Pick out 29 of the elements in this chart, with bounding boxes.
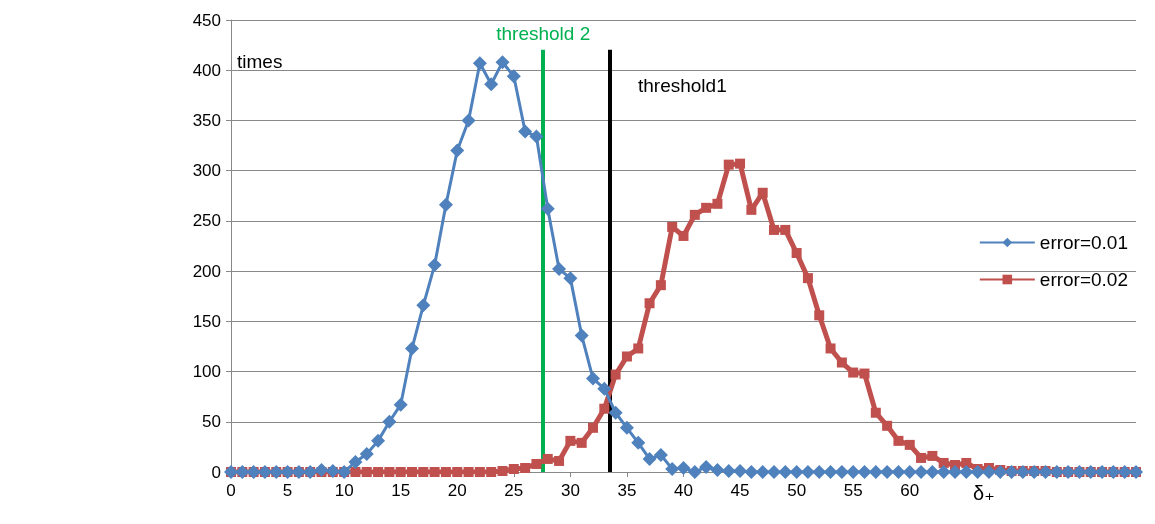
- x-tick-label: 50: [787, 481, 807, 500]
- x-tick-label: 55: [843, 481, 863, 500]
- legend-label: error=0.02: [1039, 269, 1129, 290]
- y-tick-label: 300: [192, 161, 221, 181]
- y-tick-label: 0: [211, 462, 221, 482]
- y-tick-label: 150: [192, 311, 221, 331]
- x-axis-title: δ₊: [973, 482, 995, 504]
- x-tick-label: 25: [504, 481, 524, 500]
- x-tick-label: 35: [617, 481, 637, 500]
- y-tick-label: 400: [192, 60, 221, 80]
- x-tick-label: 0: [226, 481, 236, 500]
- x-tick-label: 40: [674, 481, 693, 500]
- y-tick-label: 50: [202, 412, 221, 432]
- y-axis-title: times: [237, 51, 283, 72]
- y-tick-label: 200: [192, 261, 221, 281]
- x-tick-label: 45: [730, 481, 750, 500]
- ref-line-label: threshold1: [637, 74, 727, 96]
- y-tick-label: 350: [192, 110, 221, 130]
- x-tick-label: 20: [447, 481, 467, 500]
- x-tick-label: 30: [560, 481, 580, 500]
- y-tick-label: 100: [192, 362, 221, 382]
- x-tick-label: 60: [900, 481, 920, 500]
- x-tick-label: 5: [282, 481, 293, 500]
- y-tick-label: 450: [192, 10, 221, 30]
- ref-line-label: threshold 2: [496, 22, 591, 44]
- x-tick-label: 10: [334, 481, 354, 500]
- x-tick-label: 15: [391, 481, 411, 500]
- legend-label: error=0.01: [1039, 232, 1129, 253]
- y-tick-label: 250: [192, 211, 221, 231]
